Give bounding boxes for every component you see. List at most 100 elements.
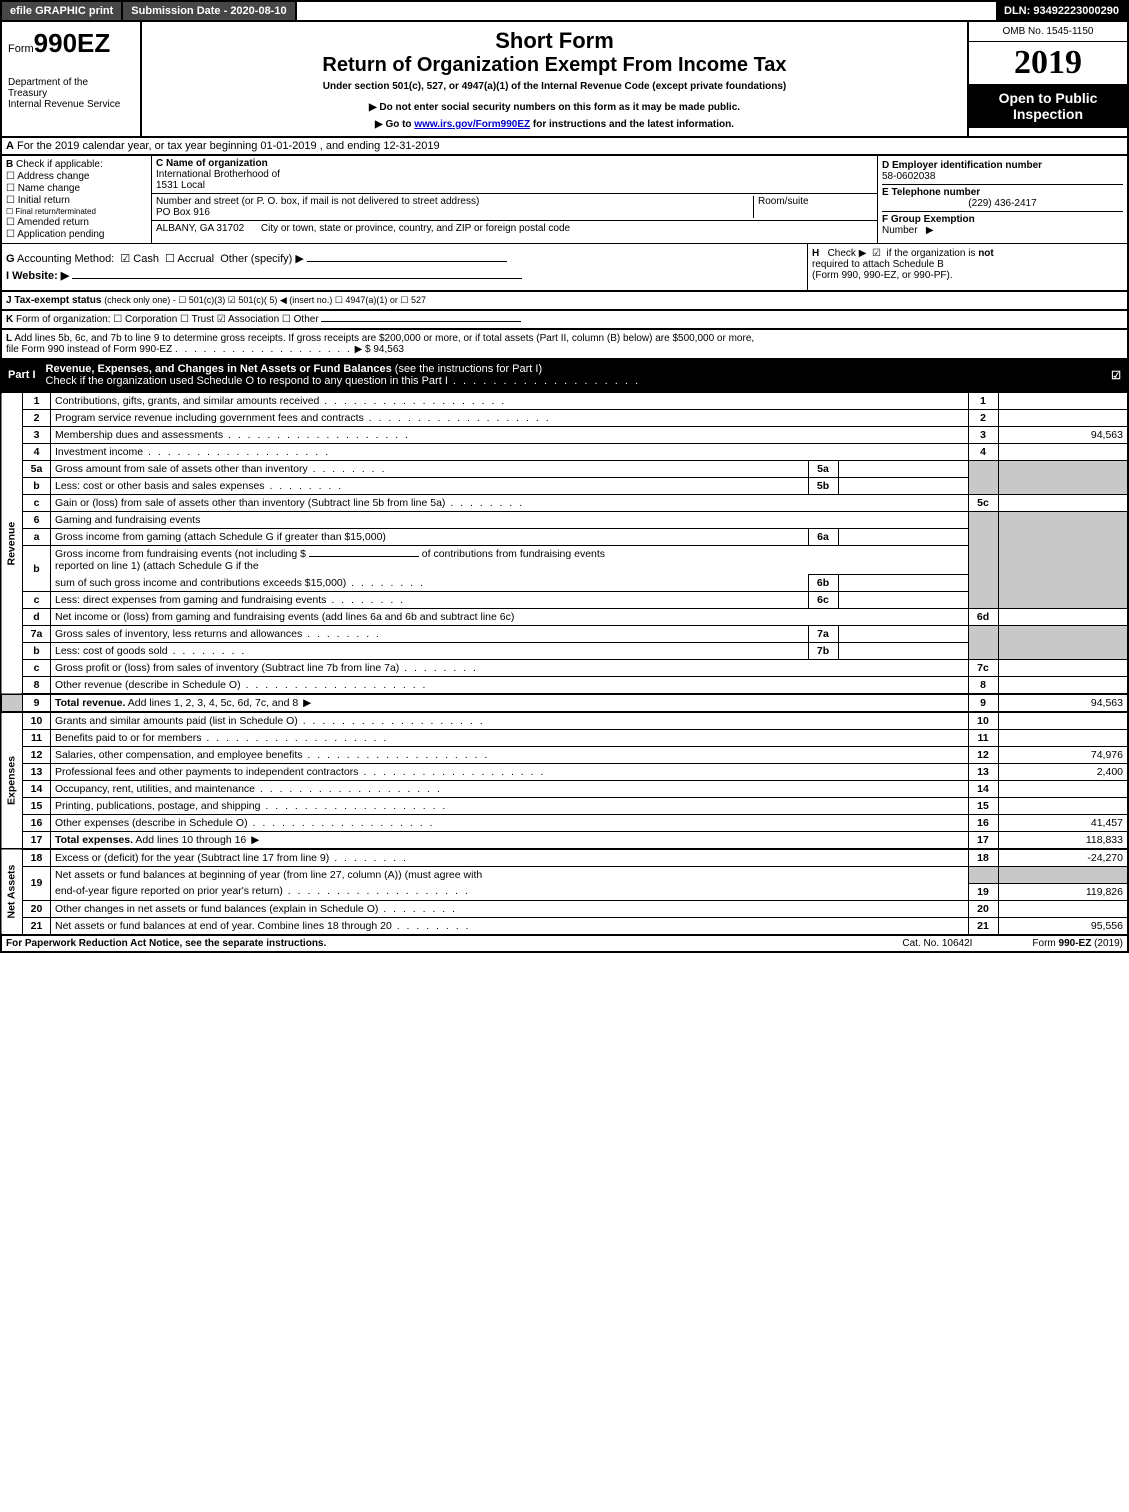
section-B-grid: B Check if applicable: Address change Na… [0, 156, 1129, 244]
r3-t: Membership dues and assessments [55, 429, 410, 441]
ck-initial[interactable]: Initial return [6, 195, 147, 206]
E-row: E Telephone number (229) 436-2417 [882, 185, 1123, 212]
sub3a: Go to [385, 119, 414, 130]
r21-dots [392, 920, 471, 932]
ck-pending[interactable]: Application pending [6, 229, 147, 240]
r1-n: 1 [23, 393, 51, 410]
r3-v: 94,563 [998, 427, 1128, 444]
G-accrual[interactable]: Accrual [177, 253, 214, 265]
ck-name-change[interactable]: Name change [6, 183, 147, 194]
H-not: not [978, 248, 994, 259]
r12-t: Salaries, other compensation, and employ… [55, 749, 302, 761]
part-i-paren: (see the instructions for Part I) [392, 363, 542, 375]
r1-t: Contributions, gifts, grants, and simila… [55, 395, 506, 407]
form-left: Form990EZ Department of the Treasury Int… [2, 22, 142, 136]
r6d-rn: 6d [968, 609, 998, 626]
part-i-check: Check if the organization used Schedule … [46, 375, 448, 387]
r6b-t3: reported on line 1) (attach Schedule G i… [55, 560, 259, 572]
r7b-sv [838, 643, 968, 660]
r13-t: Professional fees and other payments to … [55, 766, 359, 778]
r5b-sv [838, 478, 968, 495]
r5c-v [998, 495, 1128, 512]
tax-year: 2019 [969, 42, 1127, 84]
r11-rn: 11 [968, 730, 998, 747]
ck-final[interactable]: Final return/terminated [6, 207, 147, 216]
part-i-label: Part I [8, 369, 36, 381]
r21-rn: 21 [968, 917, 998, 935]
part-i-checkbox[interactable]: ☑ [1111, 369, 1121, 382]
sub3: ▶ Go to www.irs.gov/Form990EZ for instru… [148, 119, 961, 130]
r7b-sn: 7b [808, 643, 838, 660]
r10-t: Grants and similar amounts paid (list in… [55, 715, 298, 727]
col-B: B Check if applicable: Address change Na… [2, 156, 152, 243]
r7a-n: 7a [23, 626, 51, 643]
C-label: C Name of organization [156, 158, 268, 169]
C-name-row: C Name of organization International Bro… [152, 156, 877, 194]
r6a-n: a [23, 529, 51, 546]
line-A: A For the 2019 calendar year, or tax yea… [0, 138, 1129, 156]
D-value: 58-0602038 [882, 171, 935, 182]
efile-button[interactable]: efile GRAPHIC print [2, 2, 123, 20]
sub2: Do not enter social security numbers on … [148, 102, 961, 113]
part-i-header: Part I Revenue, Expenses, and Changes in… [0, 360, 1129, 392]
dept1: Department of the [8, 77, 134, 88]
r17-n: 17 [23, 832, 51, 850]
r6c-t: Less: direct expenses from gaming and fu… [55, 594, 405, 606]
r5c-n: c [23, 495, 51, 512]
line-K: K Form of organization: ☐ Corporation ☐ … [0, 311, 1129, 330]
r19-v: 119,826 [998, 883, 1128, 900]
line-J: J Tax-exempt status (check only one) - ☐… [0, 292, 1129, 311]
footer-mid: Cat. No. 10642I [902, 938, 972, 949]
r8-rn: 8 [968, 677, 998, 695]
r2-rn: 2 [968, 410, 998, 427]
irs-link[interactable]: www.irs.gov/Form990EZ [414, 119, 530, 130]
r2-v [998, 410, 1128, 427]
L-amt: ▶ $ 94,563 [355, 344, 404, 355]
ck-amended[interactable]: Amended return [6, 217, 147, 228]
r5b-t: Less: cost or other basis and sales expe… [55, 480, 343, 492]
sub1: Under section 501(c), 527, or 4947(a)(1)… [148, 81, 961, 92]
J-rest: (check only one) - ☐ 501(c)(3) ☑ 501(c)(… [104, 295, 426, 305]
r11-v [998, 730, 1128, 747]
open1: Open to Public [973, 90, 1123, 106]
r6-grey [968, 512, 998, 609]
r18-dots [329, 852, 408, 864]
r6c-sn: 6c [808, 592, 838, 609]
C-city-row: ALBANY, GA 31702 City or town, state or … [152, 221, 877, 243]
footer-left: For Paperwork Reduction Act Notice, see … [6, 938, 902, 949]
netassets-sidelabel: Net Assets [1, 849, 23, 935]
r6d-t: Net income or (loss) from gaming and fun… [51, 609, 969, 626]
B-check-if: Check if applicable: [16, 159, 103, 170]
footer-right: Form 990-EZ (2019) [1032, 938, 1123, 949]
r1-rn: 1 [968, 393, 998, 410]
r6b-sn: 6b [808, 575, 838, 592]
street-label: Number and street (or P. O. box, if mail… [156, 196, 479, 207]
r6b-row1: Gross income from fundraising events (no… [51, 546, 969, 575]
r15-rn: 15 [968, 798, 998, 815]
r17-dots [246, 834, 261, 846]
H-text2: if the organization is [886, 248, 978, 259]
r7c-t: Gross profit or (loss) from sales of inv… [55, 662, 399, 674]
r6b-t4: sum of such gross income and contributio… [55, 577, 425, 589]
r9-dots [298, 697, 313, 709]
K-label: K [6, 314, 13, 325]
r3-rn: 3 [968, 427, 998, 444]
r9-tb: Total revenue. [55, 697, 125, 709]
r19-t2: end-of-year figure reported on prior yea… [55, 885, 283, 897]
r7c-v [998, 660, 1128, 677]
r7c-rn: 7c [968, 660, 998, 677]
r12-rn: 12 [968, 747, 998, 764]
r4-v [998, 444, 1128, 461]
D-label: D Employer identification number [882, 160, 1042, 171]
city-label: City or town, state or province, country… [261, 223, 570, 234]
r20-t: Other changes in net assets or fund bala… [55, 903, 378, 915]
r6c-sv [838, 592, 968, 609]
ck-addr-change[interactable]: Address change [6, 171, 147, 182]
r16-dots [248, 817, 435, 829]
r8-v [998, 677, 1128, 695]
H-text1: Check ▶ [828, 248, 867, 259]
G-other[interactable]: Other (specify) ▶ [220, 253, 304, 265]
G-cash[interactable]: Cash [133, 253, 159, 265]
r18-v: -24,270 [998, 849, 1128, 867]
r5a-n: 5a [23, 461, 51, 478]
